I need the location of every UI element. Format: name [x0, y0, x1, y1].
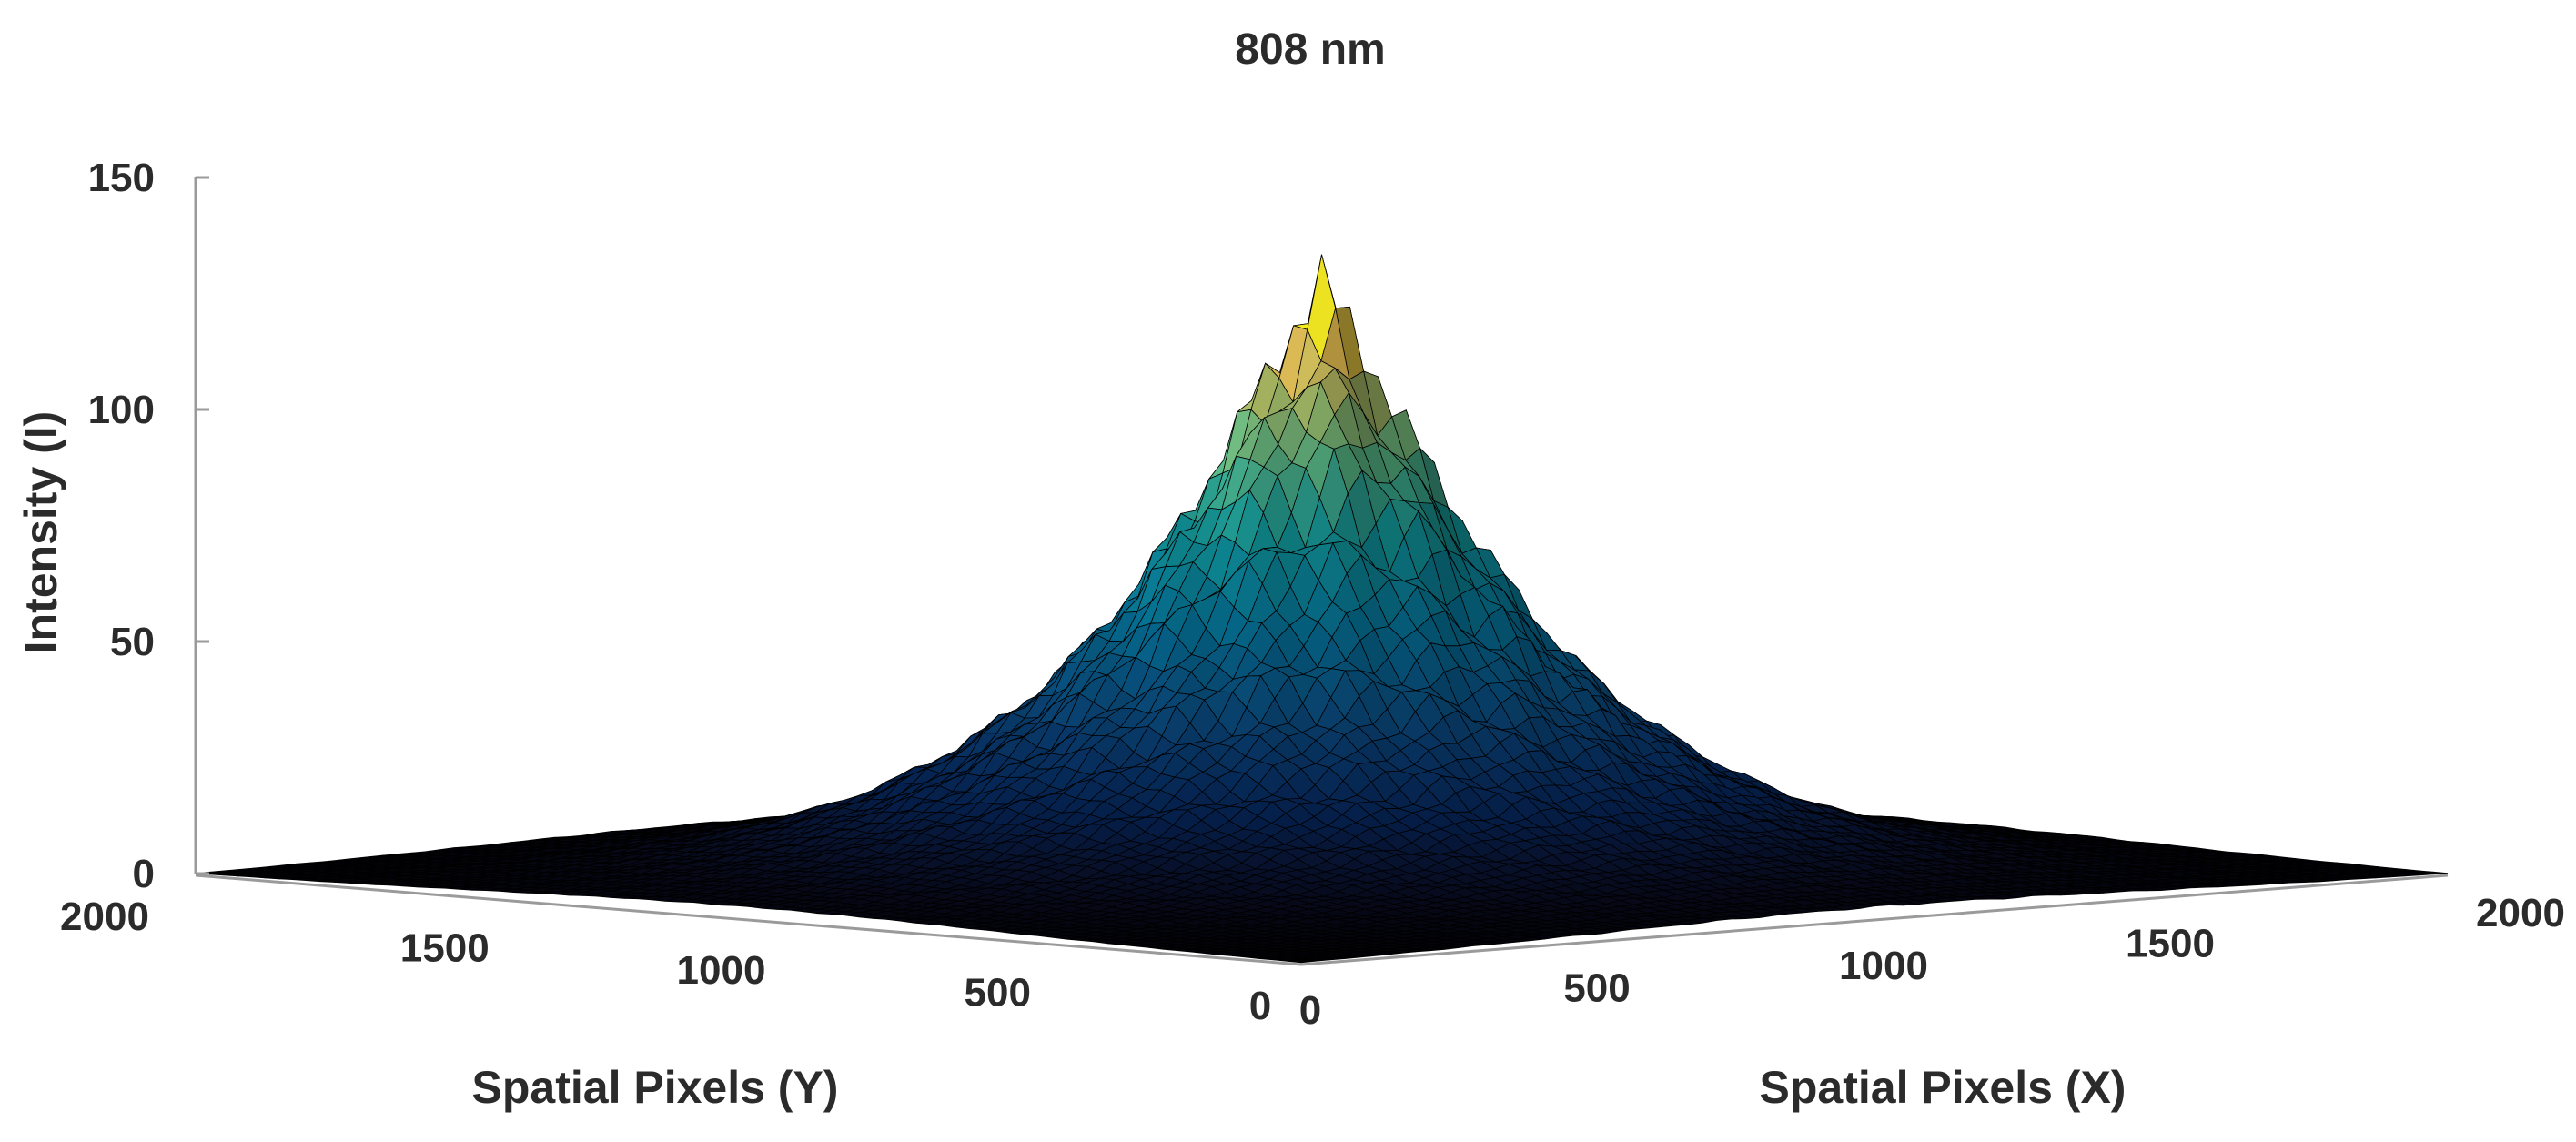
x-axis-line [1300, 874, 2449, 966]
axes [194, 177, 2449, 966]
y-axis-line [195, 874, 1302, 966]
surface-mesh [195, 254, 2449, 964]
chart-title: 808 nm [1235, 25, 1385, 74]
